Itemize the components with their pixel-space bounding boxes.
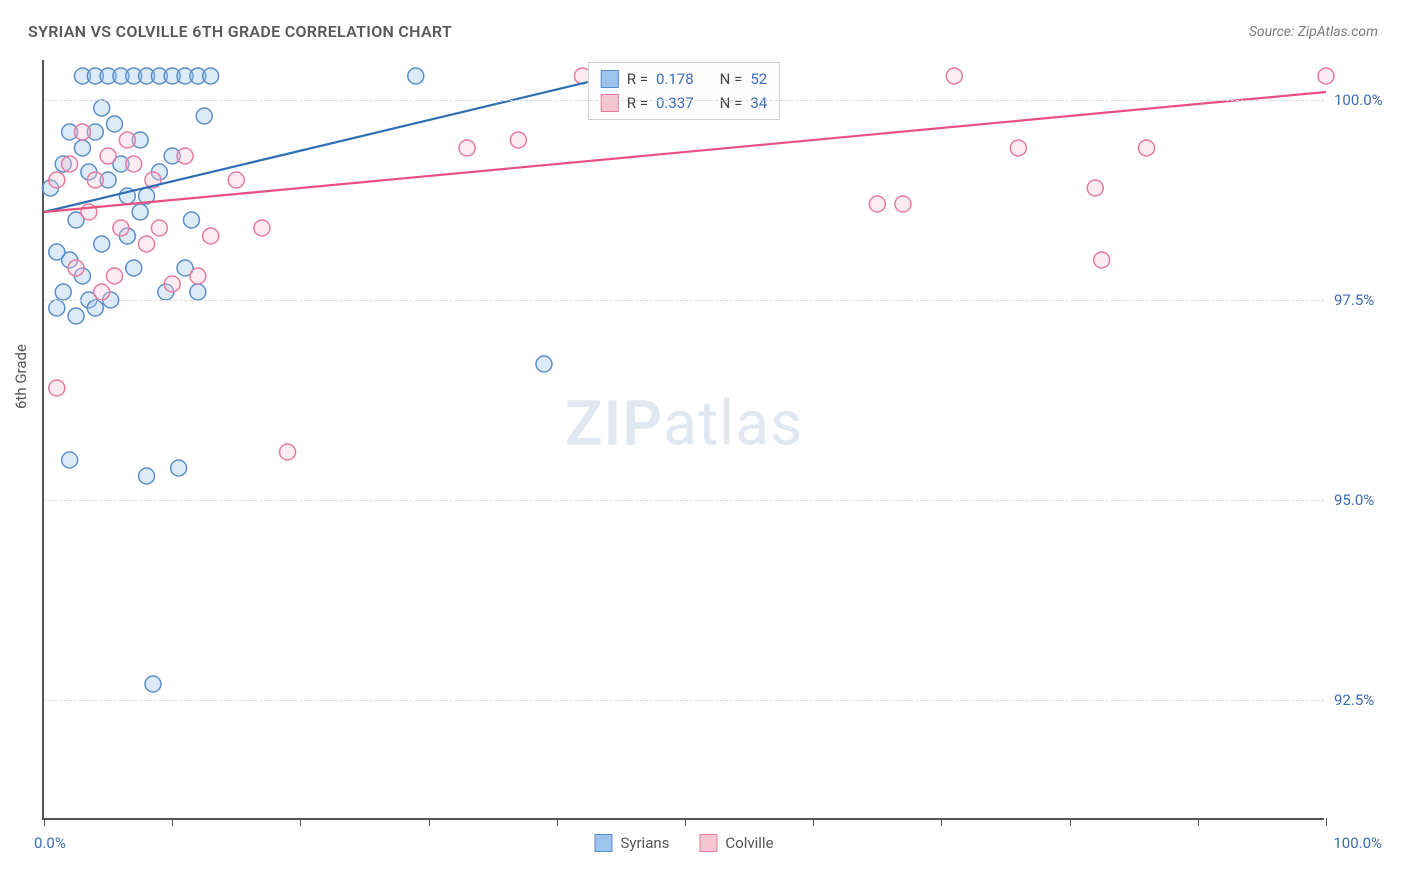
gridline (44, 100, 1324, 101)
xtick (1198, 818, 1199, 826)
legend-swatch (699, 834, 717, 852)
xtick (300, 818, 301, 826)
scatter-point (408, 68, 424, 84)
scatter-point (895, 196, 911, 212)
plot-svg (44, 60, 1324, 818)
scatter-point (1094, 252, 1110, 268)
stats-r-label: R = (627, 67, 648, 91)
scatter-point (228, 172, 244, 188)
xtick (813, 818, 814, 826)
stats-n-label: N = (720, 91, 743, 115)
scatter-point (87, 172, 103, 188)
xtick (557, 818, 558, 826)
scatter-point (1139, 140, 1155, 156)
xtick (172, 818, 173, 826)
scatter-point (107, 268, 123, 284)
scatter-point (49, 380, 65, 396)
source-label: Source: ZipAtlas.com (1249, 24, 1378, 40)
legend-label: Syrians (620, 834, 669, 852)
stats-r-label: R = (627, 91, 648, 115)
scatter-point (94, 236, 110, 252)
ytick-label: 97.5% (1334, 291, 1394, 309)
stats-swatch (601, 94, 619, 112)
scatter-point (1087, 180, 1103, 196)
scatter-point (139, 468, 155, 484)
xtick (1070, 818, 1071, 826)
scatter-point (459, 140, 475, 156)
xtick (44, 818, 45, 826)
scatter-point (164, 276, 180, 292)
legend-swatch (594, 834, 612, 852)
scatter-point (203, 68, 219, 84)
scatter-point (536, 356, 552, 372)
stats-n-value: 52 (750, 67, 767, 91)
plot-area: 6th Grade ZIPatlas R =0.178N =52R =0.337… (42, 60, 1324, 820)
gridline (44, 700, 1324, 701)
scatter-point (190, 284, 206, 300)
scatter-point (145, 676, 161, 692)
scatter-point (113, 220, 129, 236)
scatter-point (49, 244, 65, 260)
scatter-point (132, 204, 148, 220)
scatter-point (869, 196, 885, 212)
scatter-point (190, 268, 206, 284)
chart-title: SYRIAN VS COLVILLE 6TH GRADE CORRELATION… (28, 22, 452, 41)
scatter-point (74, 140, 90, 156)
xtick (429, 818, 430, 826)
yaxis-title: 6th Grade (12, 344, 30, 409)
stats-row: R = 0.337 N = 34 (601, 91, 767, 115)
gridline (44, 500, 1324, 501)
scatter-point (280, 444, 296, 460)
scatter-point (183, 212, 199, 228)
scatter-point (171, 460, 187, 476)
legend-item: Colville (699, 834, 773, 852)
scatter-point (510, 132, 526, 148)
scatter-point (126, 260, 142, 276)
xtick (685, 818, 686, 826)
scatter-point (139, 236, 155, 252)
scatter-point (119, 132, 135, 148)
scatter-point (254, 220, 270, 236)
scatter-point (68, 260, 84, 276)
scatter-point (87, 300, 103, 316)
xtick (941, 818, 942, 826)
scatter-point (68, 308, 84, 324)
xtick (1326, 818, 1327, 826)
stats-swatch (601, 70, 619, 88)
legend: Syrians Colville (594, 834, 773, 852)
ytick-label: 95.0% (1334, 491, 1394, 509)
ytick-label: 92.5% (1334, 691, 1394, 709)
scatter-point (1010, 140, 1026, 156)
scatter-point (126, 156, 142, 172)
scatter-point (196, 108, 212, 124)
stats-r-value: 0.337 (656, 91, 694, 115)
scatter-point (62, 156, 78, 172)
stats-row: R = 0.178 N = 52 (601, 67, 767, 91)
scatter-point (94, 284, 110, 300)
xaxis-max-label: 100.0% (1333, 834, 1382, 852)
stats-n-value: 34 (750, 91, 767, 115)
stats-box: R = 0.178 N = 52 R = 0.337 N = 34 (588, 62, 780, 120)
scatter-point (94, 100, 110, 116)
scatter-point (946, 68, 962, 84)
gridline (44, 300, 1324, 301)
ytick-label: 100.0% (1334, 91, 1394, 109)
scatter-point (62, 452, 78, 468)
scatter-point (107, 116, 123, 132)
scatter-point (100, 148, 116, 164)
stats-n-label: N = (720, 67, 743, 91)
scatter-point (74, 124, 90, 140)
xaxis-min-label: 0.0% (34, 834, 66, 852)
scatter-point (1318, 68, 1334, 84)
stats-r-value: 0.178 (656, 67, 694, 91)
scatter-point (55, 284, 71, 300)
legend-label: Colville (725, 834, 773, 852)
scatter-point (151, 220, 167, 236)
scatter-point (203, 228, 219, 244)
scatter-point (49, 300, 65, 316)
scatter-point (177, 148, 193, 164)
scatter-point (49, 172, 65, 188)
legend-item: Syrians (594, 834, 669, 852)
